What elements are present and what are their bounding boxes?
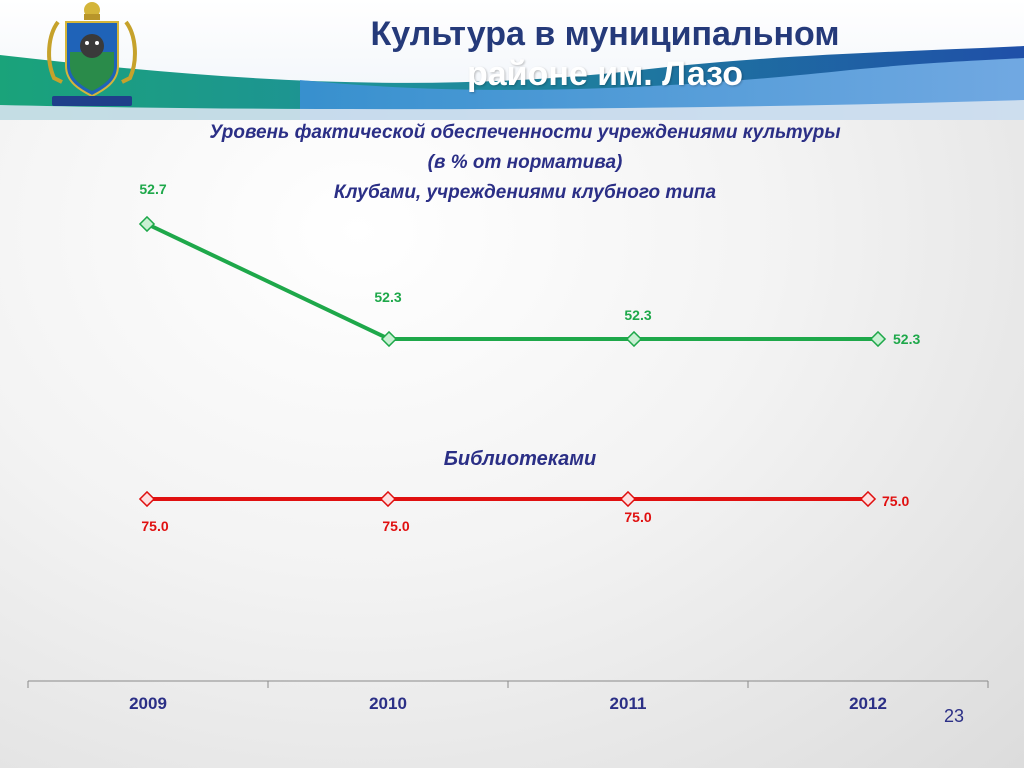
libraries-data-label: 75.0 [882,493,909,509]
clubs-series-line [146,222,878,341]
clubs-data-label: 52.3 [893,331,920,347]
libraries-data-point [619,490,637,508]
subtitle-line3: Клубами, учреждениями клубного типа [333,182,717,203]
page-title-line2: районе им. Лазо [466,55,744,93]
x-tick-label: 2009 [129,694,167,713]
clubs-data-point [380,330,398,348]
libraries-data-point [138,490,156,508]
header-wave-graphic [0,46,1024,120]
libraries-data-label: 75.0 [624,509,651,525]
clubs-data-point [869,330,887,348]
x-tick-label: 2012 [849,694,887,713]
clubs-data-point [625,330,643,348]
page-title-line1: Культура в муниципальном [370,15,840,53]
x-tick-label: 2011 [610,694,647,713]
clubs-data-point [138,215,156,233]
libraries-data-label: 75.0 [141,518,168,534]
libraries-data-label: 75.0 [382,518,409,534]
libraries-data-point [859,490,877,508]
libraries-data-point [379,490,397,508]
libraries-section-title: Библиотеками [443,448,597,470]
clubs-data-label: 52.7 [139,181,166,197]
subtitle-line1: Уровень фактической обеспеченности учреж… [209,122,841,143]
subtitle-line2: (в % от норматива) [427,152,623,173]
x-tick-label: 2010 [369,694,407,713]
page-number: 23 [943,706,964,726]
clubs-data-label: 52.3 [374,289,401,305]
coat-of-arms-icon [47,2,137,106]
clubs-data-label: 52.3 [624,307,651,323]
header-banner: Культура в муниципальном районе им. Лазо [0,0,1024,120]
